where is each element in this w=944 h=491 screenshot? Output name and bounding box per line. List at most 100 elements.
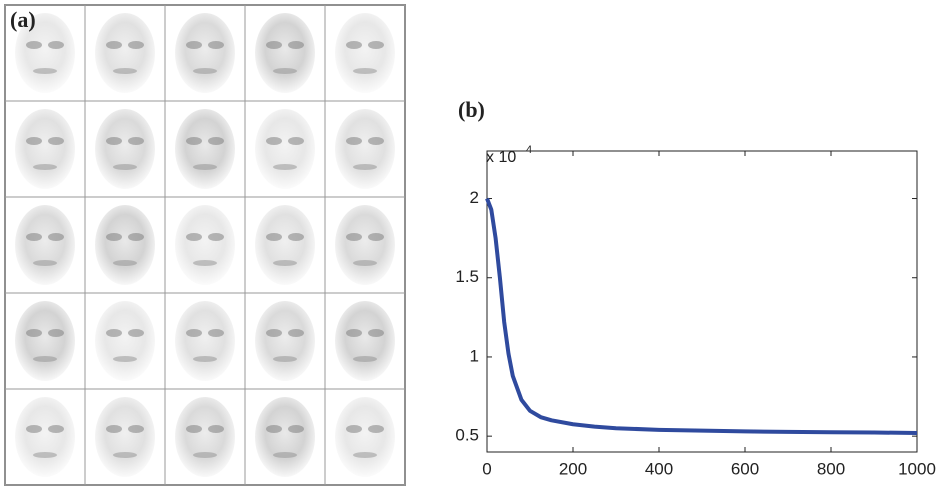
y-multiplier: x 10 [486,149,516,166]
y-tick-label: 1 [470,346,479,365]
plot: 0.5 1 1.5 2 0 200 400 600 800 1000 [455,150,936,478]
face-eye [208,41,224,49]
y-tick-label: 1.5 [455,267,479,286]
face-eye [186,41,202,49]
face-image [95,397,155,477]
panel-label: (b) [458,97,485,122]
face-mouth [353,68,377,74]
face-eye [368,41,384,49]
face-image [255,205,315,285]
face-image [175,397,235,477]
face-eye [346,137,362,145]
x-tick-label: 200 [559,459,587,478]
face-eye [128,425,144,433]
face-eye [208,425,224,433]
face-eye [26,137,42,145]
face-eye [106,329,122,337]
face-mouth [353,260,377,266]
face-image [95,109,155,189]
face-image [335,205,395,285]
face-eye [48,137,64,145]
face-cell [324,388,406,486]
face-image [95,205,155,285]
face-image [15,13,75,93]
x-tick-label: 400 [645,459,673,478]
face-eye [266,233,282,241]
face-image [335,109,395,189]
face-mouth [273,452,297,458]
face-eye [106,137,122,145]
face-mouth [33,260,57,266]
face-eye [128,137,144,145]
face-eye [368,233,384,241]
face-image [255,301,315,381]
face-image [335,397,395,477]
face-image [175,109,235,189]
face-mouth [273,68,297,74]
face-eye [266,41,282,49]
face-mouth [353,164,377,170]
face-eye [346,425,362,433]
face-eye [186,425,202,433]
face-eye [128,233,144,241]
face-eye [266,425,282,433]
face-eye [128,41,144,49]
face-eye [288,233,304,241]
face-eye [346,233,362,241]
face-mouth [33,452,57,458]
face-mouth [113,356,137,362]
face-mouth [193,356,217,362]
face-eye [48,41,64,49]
face-mouth [273,356,297,362]
face-eye [266,329,282,337]
face-eye [26,41,42,49]
face-eye [26,233,42,241]
face-eye [186,137,202,145]
plot-frame [486,150,918,453]
face-image [335,13,395,93]
x-tick-label: 800 [817,459,845,478]
face-image [15,205,75,285]
face-mouth [353,452,377,458]
face-eye [26,329,42,337]
face-mouth [193,164,217,170]
face-eye [186,329,202,337]
face-eye [346,329,362,337]
face-eye [26,425,42,433]
face-image [15,301,75,381]
face-eye [106,233,122,241]
face-mouth [273,260,297,266]
face-mouth [193,260,217,266]
face-mouth [113,260,137,266]
face-eye [106,425,122,433]
y-multiplier-exponent: 4 [526,144,532,156]
panel-label: (a) [10,7,36,32]
face-eye [208,137,224,145]
x-tick-label: 600 [731,459,759,478]
face-mouth [113,452,137,458]
face-eye [368,137,384,145]
face-eye [266,137,282,145]
face-eye [288,41,304,49]
face-grid [4,4,406,486]
face-mouth [353,356,377,362]
face-mouth [113,164,137,170]
face-mouth [33,356,57,362]
face-eye [208,233,224,241]
face-image [95,13,155,93]
face-eye [128,329,144,337]
face-eye [208,329,224,337]
face-image [255,397,315,477]
face-eye [288,425,304,433]
face-eye [48,329,64,337]
face-eye [288,137,304,145]
face-image [175,13,235,93]
face-eye [48,425,64,433]
line-series [485,197,918,435]
face-mouth [33,68,57,74]
face-eye [346,41,362,49]
face-image [15,397,75,477]
y-tick-label: 2 [470,188,479,207]
face-mouth [113,68,137,74]
